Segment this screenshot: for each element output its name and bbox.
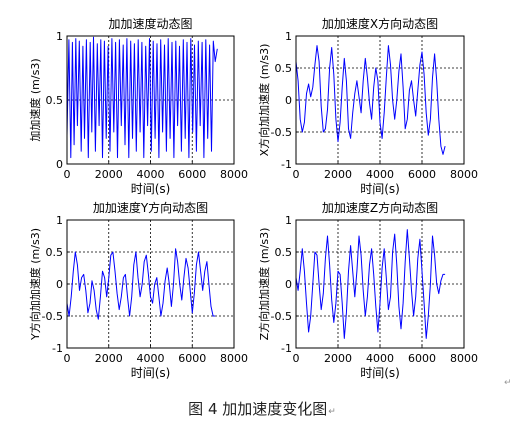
stray-paragraph-mark: ↵: [504, 378, 512, 388]
y-axis-label: X方向加加速度 (m/s3): [257, 44, 271, 157]
y-tick-label: 0: [285, 94, 292, 107]
x-axis-label: 时间(s): [360, 366, 400, 380]
x-tick-label: 8000: [450, 352, 478, 365]
paragraph-mark: ↵: [328, 407, 336, 417]
x-tick-label: 6000: [178, 352, 206, 365]
x-axis-label: 时间(s): [131, 182, 171, 196]
y-tick-label: 0.5: [275, 62, 293, 75]
x-tick-label: 0: [64, 352, 71, 365]
y-tick-label: 1: [56, 214, 63, 227]
y-axis-label: Z方向加加速度 (m/s3): [257, 228, 271, 341]
x-tick-label: 2000: [95, 168, 123, 181]
y-tick-label: 0: [285, 278, 292, 291]
series-line: [295, 229, 446, 339]
y-tick-label: 1: [285, 30, 292, 43]
x-tick-label: 2000: [95, 352, 123, 365]
y-tick-label: 0.5: [46, 94, 64, 107]
y-axis-label: Y方向加加速度 (m/s3): [28, 228, 42, 341]
y-tick-label: -1: [52, 342, 63, 355]
panel-jerk-z: 0 2000 4000 6000 8000 -1 -0.5 0 0.5 1 加加速度Z方向动态图时间…: [257, 200, 478, 380]
x-tick-label: 8000: [450, 168, 478, 181]
y-tick-label: -1: [281, 158, 292, 171]
series-line: [66, 36, 218, 159]
y-tick-label: 0: [56, 158, 63, 171]
chart-title: 加加速度动态图: [108, 16, 192, 31]
y-tick-label: -0.5: [42, 310, 63, 323]
panel-jerk-y: 0 2000 4000 6000 8000 -1 -0.5 0 0.5 1 加加速度Y方向动态图时间…: [28, 200, 248, 380]
x-tick-label: 6000: [408, 352, 436, 365]
axes-frame: [66, 35, 235, 165]
x-tick-label: 4000: [137, 352, 165, 365]
y-tick-label: 1: [56, 30, 63, 43]
figure-caption: 图 4 加加速度变化图↵: [0, 398, 524, 419]
chart-title: 加加速度Z方向动态图: [322, 200, 438, 215]
series-line: [66, 248, 216, 320]
x-tick-label: 4000: [366, 168, 394, 181]
x-tick-label: 6000: [408, 168, 436, 181]
x-tick-label: 6000: [178, 168, 206, 181]
x-tick-label: 0: [64, 168, 71, 181]
x-tick-label: 0: [293, 352, 300, 365]
figure-caption-text: 图 4 加加速度变化图: [188, 400, 328, 418]
x-axis-label: 时间(s): [360, 182, 400, 196]
chart-title: 加加速度Y方向动态图: [93, 200, 208, 215]
y-tick-label: 1: [285, 214, 292, 227]
y-tick-label: -1: [281, 342, 292, 355]
x-tick-label: 8000: [220, 168, 248, 181]
x-tick-label: 2000: [324, 168, 352, 181]
x-tick-label: 4000: [366, 352, 394, 365]
x-axis-label: 时间(s): [131, 366, 171, 380]
axes-frame: [295, 219, 465, 349]
y-tick-label: 0.5: [46, 246, 64, 259]
axes-frame: [295, 35, 465, 165]
y-tick-label: -0.5: [271, 126, 292, 139]
y-tick-label: 0: [56, 278, 63, 291]
y-tick-label: 0.5: [275, 246, 293, 259]
x-tick-label: 4000: [137, 168, 165, 181]
axes-frame: [66, 219, 235, 349]
x-tick-label: 8000: [220, 352, 248, 365]
x-tick-label: 2000: [324, 352, 352, 365]
x-tick-label: 0: [293, 168, 300, 181]
y-tick-label: -0.5: [271, 310, 292, 323]
chart-title: 加加速度X方向动态图: [322, 16, 438, 31]
y-axis-label: 加加速度 (m/s3): [28, 58, 42, 141]
panel-jerk-x: 0 2000 4000 6000 8000 -1 -0.5 0 0.5 1 加加速度X方向动态图时间…: [257, 16, 478, 196]
series-line: [295, 45, 446, 155]
